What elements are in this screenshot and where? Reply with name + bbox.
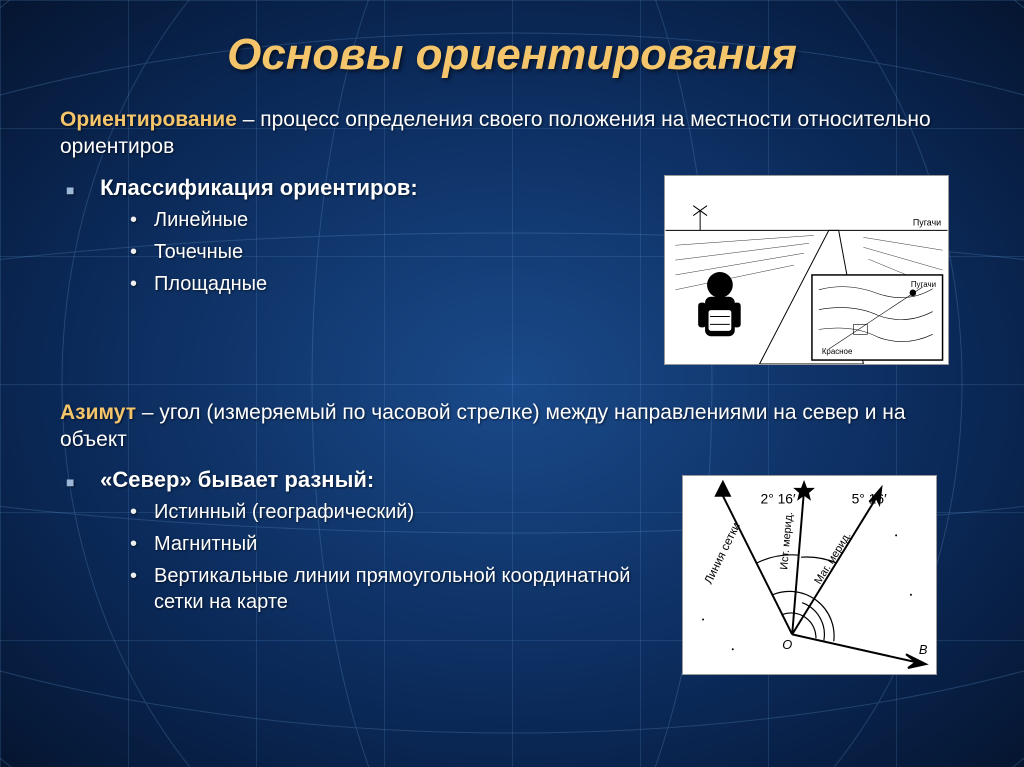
class-item: Точечные (154, 239, 644, 265)
class-item: Линейные (154, 207, 644, 233)
svg-text:5° 16′: 5° 16′ (852, 491, 888, 507)
north-item: Магнитный (154, 531, 644, 557)
definition-azimuth: Азимут – угол (измеряемый по часовой стр… (60, 399, 964, 454)
svg-text:В: В (919, 642, 928, 657)
landscape-map-illustration: Пугачи (664, 175, 949, 365)
classification-heading: Классификация ориентиров: Линейные Точеч… (80, 175, 644, 297)
class-item: Площадные (154, 271, 644, 297)
azimuth-diagram: 2° 16′ 5° 16′ O В Линия сетки Ист. мерид… (682, 475, 937, 675)
slide-title: Основы ориентирования (60, 30, 964, 80)
svg-text:Красное: Красное (822, 347, 853, 356)
svg-text:2° 16′: 2° 16′ (760, 491, 796, 507)
term-azimuth: Азимут (60, 401, 136, 424)
svg-text:Пугачи: Пугачи (913, 217, 941, 227)
north-item: Вертикальные линии прямоугольной координ… (154, 563, 644, 615)
definition-azimuth-text: – угол (измеряемый по часовой стрелке) м… (60, 401, 906, 451)
north-item: Истинный (географический) (154, 499, 644, 525)
svg-text:Пугачи: Пугачи (911, 279, 936, 288)
north-types-list: Истинный (географический) Магнитный Верт… (94, 499, 644, 615)
term-orientation: Ориентирование (60, 108, 237, 131)
classification-list: Линейные Точечные Площадные (94, 207, 644, 297)
north-heading: «Север» бывает разный: Истинный (географ… (80, 467, 644, 615)
definition-orientation: Ориентирование – процесс определения сво… (60, 106, 964, 161)
slide: Основы ориентирования Ориентирование – п… (0, 0, 1024, 767)
svg-text:O: O (782, 637, 792, 652)
